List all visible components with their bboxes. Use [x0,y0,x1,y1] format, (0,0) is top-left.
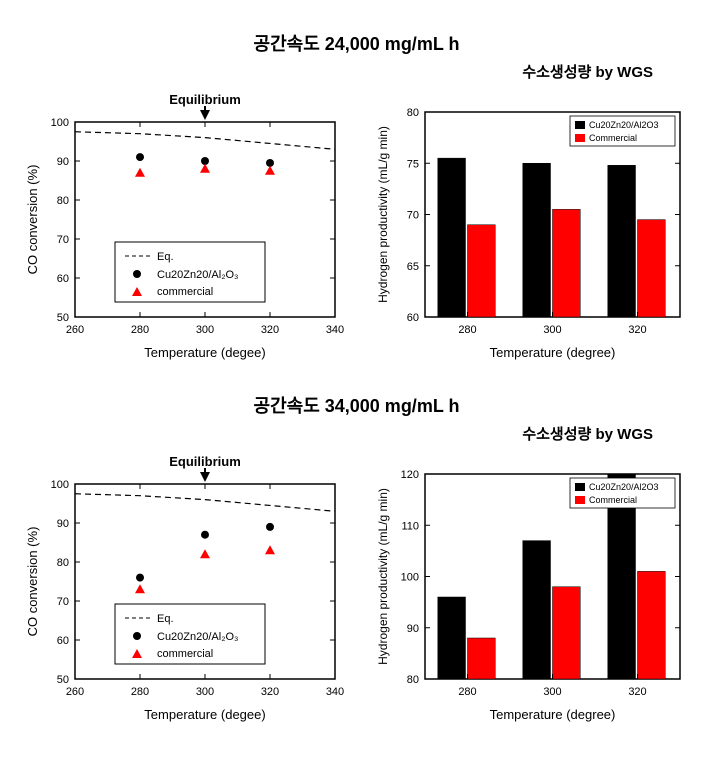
section1-bar-chart: 60 65 70 75 80 280 300 320 Temperature (degree) H… [370,87,690,367]
svg-text:60: 60 [57,635,69,647]
svg-text:320: 320 [628,686,646,698]
svg-text:100: 100 [51,117,69,129]
svg-text:Cu20Zn20/Al2O3: Cu20Zn20/Al2O3 [589,482,659,492]
svg-text:75: 75 [407,158,419,170]
svg-text:320: 320 [261,324,279,336]
svg-text:80: 80 [407,107,419,119]
svg-text:Equilibrium: Equilibrium [169,92,241,107]
svg-text:300: 300 [543,686,561,698]
svg-text:Hydrogen productivity (mL/g mi: Hydrogen productivity (mL/g min) [376,126,390,303]
svg-text:Commercial: Commercial [589,495,637,505]
svg-text:340: 340 [326,324,344,336]
svg-text:300: 300 [196,324,214,336]
svg-text:280: 280 [131,324,149,336]
section2-row: 50 60 70 80 90 100 260 280 300 320 340 Equilibrium T… [20,449,693,729]
svg-text:320: 320 [261,686,279,698]
svg-text:60: 60 [407,312,419,324]
svg-text:commercial: commercial [157,286,213,298]
svg-text:Cu20Zn20/Al₂O₃: Cu20Zn20/Al₂O₃ [157,269,239,281]
svg-text:300: 300 [196,686,214,698]
svg-text:320: 320 [628,324,646,336]
svg-text:60: 60 [57,273,69,285]
svg-text:80: 80 [407,674,419,686]
svg-text:Cu20Zn20/Al2O3: Cu20Zn20/Al2O3 [589,120,659,130]
section1-title: 공간속도 24,000 mg/mL h [20,30,693,56]
svg-text:Hydrogen productivity (mL/g mi: Hydrogen productivity (mL/g min) [376,488,390,665]
svg-text:100: 100 [401,572,419,584]
svg-text:300: 300 [543,324,561,336]
svg-text:70: 70 [57,596,69,608]
svg-text:Eq.: Eq. [157,613,174,625]
svg-text:Temperature (degree): Temperature (degree) [490,707,616,722]
svg-text:commercial: commercial [157,648,213,660]
section2-bar-chart: 80 90 100 110 120 280 300 320 Temperature (degre… [370,449,690,729]
section1-row: 50 60 70 80 90 100 260 280 300 320 340 Equilibrium T… [20,87,693,367]
svg-text:280: 280 [458,686,476,698]
svg-text:70: 70 [407,210,419,222]
svg-text:280: 280 [131,686,149,698]
svg-text:90: 90 [57,518,69,530]
svg-text:Cu20Zn20/Al₂O₃: Cu20Zn20/Al₂O₃ [157,631,239,643]
svg-text:Commercial: Commercial [589,133,637,143]
svg-text:Temperature (degree): Temperature (degree) [490,345,616,360]
svg-text:70: 70 [57,234,69,246]
section1-scatter-chart: 50 60 70 80 90 100 260 280 300 320 340 Equilibrium T… [20,87,350,367]
svg-text:80: 80 [57,195,69,207]
svg-text:260: 260 [66,686,84,698]
section2-subtitle: 수소생성량 by WGS [20,423,653,444]
svg-text:50: 50 [57,312,69,324]
svg-text:90: 90 [407,623,419,635]
svg-text:340: 340 [326,686,344,698]
svg-text:65: 65 [407,261,419,273]
svg-text:280: 280 [458,324,476,336]
svg-text:80: 80 [57,557,69,569]
svg-text:Eq.: Eq. [157,251,174,263]
svg-text:Equilibrium: Equilibrium [169,454,241,469]
svg-text:Temperature (degee): Temperature (degee) [144,707,265,722]
svg-text:50: 50 [57,674,69,686]
svg-text:90: 90 [57,156,69,168]
section2-scatter-chart: 50 60 70 80 90 100 260 280 300 320 340 Equilibrium T… [20,449,350,729]
svg-text:CO conversion (%): CO conversion (%) [25,165,40,275]
svg-text:260: 260 [66,324,84,336]
svg-text:CO conversion (%): CO conversion (%) [25,527,40,637]
section2-title: 공간속도 34,000 mg/mL h [20,392,693,418]
svg-text:110: 110 [401,520,419,532]
svg-text:Temperature (degee): Temperature (degee) [144,345,265,360]
svg-text:100: 100 [51,479,69,491]
section1-subtitle: 수소생성량 by WGS [20,61,653,82]
svg-text:120: 120 [401,469,419,481]
